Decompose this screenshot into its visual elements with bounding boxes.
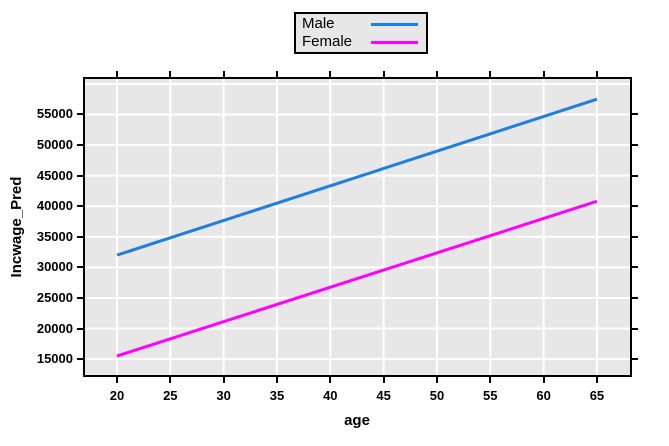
x-tick-mark-top: [489, 71, 492, 77]
x-tick-mark: [489, 377, 492, 383]
x-tick-label: 40: [323, 388, 338, 403]
y-tick-mark-right: [632, 113, 638, 116]
x-tick-label: 25: [163, 388, 178, 403]
y-tick-mark: [77, 358, 83, 361]
legend-line-male-icon: [371, 22, 418, 26]
y-tick-mark-right: [632, 174, 638, 177]
x-tick-mark: [329, 377, 332, 383]
x-tick-label: 60: [536, 388, 551, 403]
x-tick-mark-top: [435, 71, 438, 77]
legend-label-female: Female: [302, 33, 353, 50]
x-tick-label: 35: [269, 388, 285, 403]
legend-item-female: Female: [296, 33, 426, 51]
y-tick-label: 35000: [36, 228, 73, 244]
y-tick-mark-right: [632, 144, 638, 147]
x-tick-mark: [222, 377, 225, 383]
y-tick-label: 25000: [36, 289, 73, 305]
x-tick-mark-top: [169, 71, 172, 77]
y-tick-mark: [77, 266, 83, 269]
y-axis-title: Incwage_Pred: [8, 176, 25, 278]
x-tick-label: 50: [429, 388, 445, 403]
x-tick-mark-top: [382, 71, 385, 77]
x-tick-label: 65: [589, 388, 605, 403]
x-tick-mark: [275, 377, 278, 383]
x-tick-mark-top: [329, 71, 332, 77]
y-tick-mark: [77, 144, 83, 147]
male-series-line: [116, 97, 598, 257]
y-tick-mark-right: [632, 266, 638, 269]
y-tick-mark-right: [632, 296, 638, 299]
female-series-line: [116, 199, 598, 358]
x-tick-mark: [169, 377, 172, 383]
plot-area: [83, 77, 632, 377]
x-axis-title: age: [344, 412, 370, 429]
x-tick-mark: [115, 377, 118, 383]
y-tick-label: 20000: [36, 320, 73, 336]
y-tick-label: 45000: [36, 167, 73, 183]
y-tick-label: 55000: [36, 106, 73, 122]
x-tick-label: 55: [483, 388, 498, 403]
y-tick-mark: [77, 174, 83, 177]
y-tick-label: 50000: [36, 137, 73, 153]
x-tick-mark: [382, 377, 385, 383]
y-tick-mark-right: [632, 358, 638, 361]
x-tick-mark-top: [595, 71, 598, 77]
legend-item-male: Male: [296, 15, 426, 33]
x-tick-mark: [542, 377, 545, 383]
x-tick-label: 20: [109, 388, 125, 403]
y-tick-mark: [77, 205, 83, 208]
legend: Male Female: [294, 12, 428, 54]
plot-canvas: [85, 79, 630, 375]
x-tick-mark: [435, 377, 438, 383]
x-tick-mark: [595, 377, 598, 383]
y-tick-mark-right: [632, 235, 638, 238]
y-tick-mark-right: [632, 205, 638, 208]
x-tick-label: 30: [216, 388, 231, 403]
y-tick-mark: [77, 113, 83, 116]
y-tick-label: 30000: [36, 259, 73, 275]
x-tick-mark-top: [222, 71, 225, 77]
y-tick-mark: [77, 327, 83, 330]
y-tick-mark: [77, 296, 83, 299]
legend-label-male: Male: [302, 15, 335, 32]
y-tick-label: 15000: [36, 351, 73, 367]
x-tick-mark-top: [542, 71, 545, 77]
x-tick-mark-top: [275, 71, 278, 77]
y-tick-mark: [77, 235, 83, 238]
legend-line-female-icon: [371, 40, 418, 44]
x-tick-mark-top: [115, 71, 118, 77]
y-tick-mark-right: [632, 327, 638, 330]
x-tick-label: 45: [376, 388, 391, 403]
y-tick-label: 40000: [36, 198, 73, 214]
